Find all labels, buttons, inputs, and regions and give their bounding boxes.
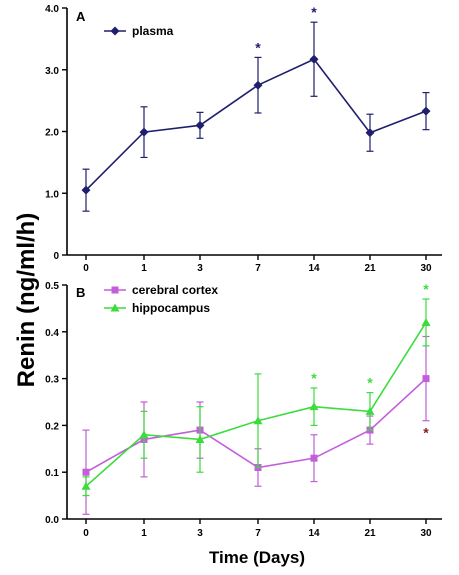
significance-star: *	[311, 4, 317, 20]
plasma-data-point	[309, 54, 319, 64]
y-tick-label: 4.0	[45, 4, 59, 15]
legend-label-hippocampus: hippocampus	[132, 301, 210, 315]
legend-marker	[110, 303, 120, 312]
hippocampus-data-point	[253, 416, 263, 425]
hippocampus-data-point	[139, 430, 149, 439]
x-tick-label: 7	[255, 263, 261, 274]
y-tick-label: 0.3	[45, 375, 59, 386]
cerebral-cortex-series-line	[85, 378, 427, 473]
hippocampus-data-point	[81, 481, 91, 490]
y-tick-label: 0.0	[45, 515, 59, 526]
cerebral-cortex-data-point	[82, 468, 90, 476]
cerebral-cortex-data-point	[310, 454, 318, 462]
plasma-data-point	[195, 120, 205, 130]
significance-star: *	[423, 281, 429, 297]
y-tick-label: 0.2	[45, 421, 59, 432]
plasma-data-point	[139, 127, 149, 137]
panel-a-label: A	[76, 9, 86, 24]
x-tick-label: 3	[197, 528, 203, 539]
x-tick-label: 30	[420, 263, 432, 274]
plasma-data-point	[421, 106, 431, 116]
y-tick-label: 0	[53, 251, 59, 262]
legend-label-cerebral-cortex: cerebral cortex	[132, 283, 218, 297]
hippocampus-data-point	[309, 402, 319, 411]
panel-b-label: B	[76, 285, 85, 300]
x-tick-label: 14	[308, 263, 320, 274]
legend-marker	[111, 286, 119, 294]
legend-marker	[110, 26, 120, 36]
y-tick-label: 0.5	[45, 281, 59, 292]
plasma-data-point	[365, 128, 375, 138]
plasma-data-point	[81, 185, 91, 195]
x-tick-label: 21	[364, 263, 376, 274]
x-tick-label: 3	[197, 263, 203, 274]
significance-star: *	[423, 425, 429, 441]
significance-star: *	[255, 39, 261, 55]
hippocampus-data-point	[365, 406, 375, 415]
x-axis-label: Time (Days)	[209, 548, 305, 567]
panel-b-plot: 0.0 0.1 0.2 0.3 0.4 0.5 0 1 3 7 14 21 30 * cerebral co…	[45, 281, 442, 539]
y-tick-label: 2.0	[45, 128, 59, 139]
plasma-series-line	[85, 58, 427, 191]
x-tick-label: 14	[308, 528, 320, 539]
y-tick-label: 1.0	[45, 189, 59, 200]
y-tick-label: 0.4	[45, 328, 59, 339]
x-tick-label: 7	[255, 528, 261, 539]
hippocampus-data-point	[421, 317, 431, 326]
x-tick-label: 0	[83, 528, 89, 539]
x-tick-label: 0	[83, 263, 89, 274]
y-axis-label: Renin (ng/ml/h)	[13, 213, 40, 388]
x-tick-label: 1	[141, 263, 147, 274]
x-tick-label: 1	[141, 528, 147, 539]
x-tick-label: 30	[420, 528, 432, 539]
cerebral-cortex-data-point	[422, 375, 430, 383]
y-tick-label: 0.1	[45, 468, 59, 479]
significance-star: *	[311, 370, 317, 386]
plasma-data-point	[253, 80, 263, 90]
legend-label-plasma: plasma	[132, 24, 174, 38]
x-tick-label: 21	[364, 528, 376, 539]
hippocampus-data-point	[195, 434, 205, 443]
significance-star: *	[367, 375, 373, 391]
panel-a-plot: 0 1.0 2.0 3.0 4.0 0 1 3 7 14 21 30 * * plasma	[45, 4, 442, 274]
y-tick-label: 3.0	[45, 66, 59, 77]
hippocampus-series-line	[85, 322, 427, 487]
